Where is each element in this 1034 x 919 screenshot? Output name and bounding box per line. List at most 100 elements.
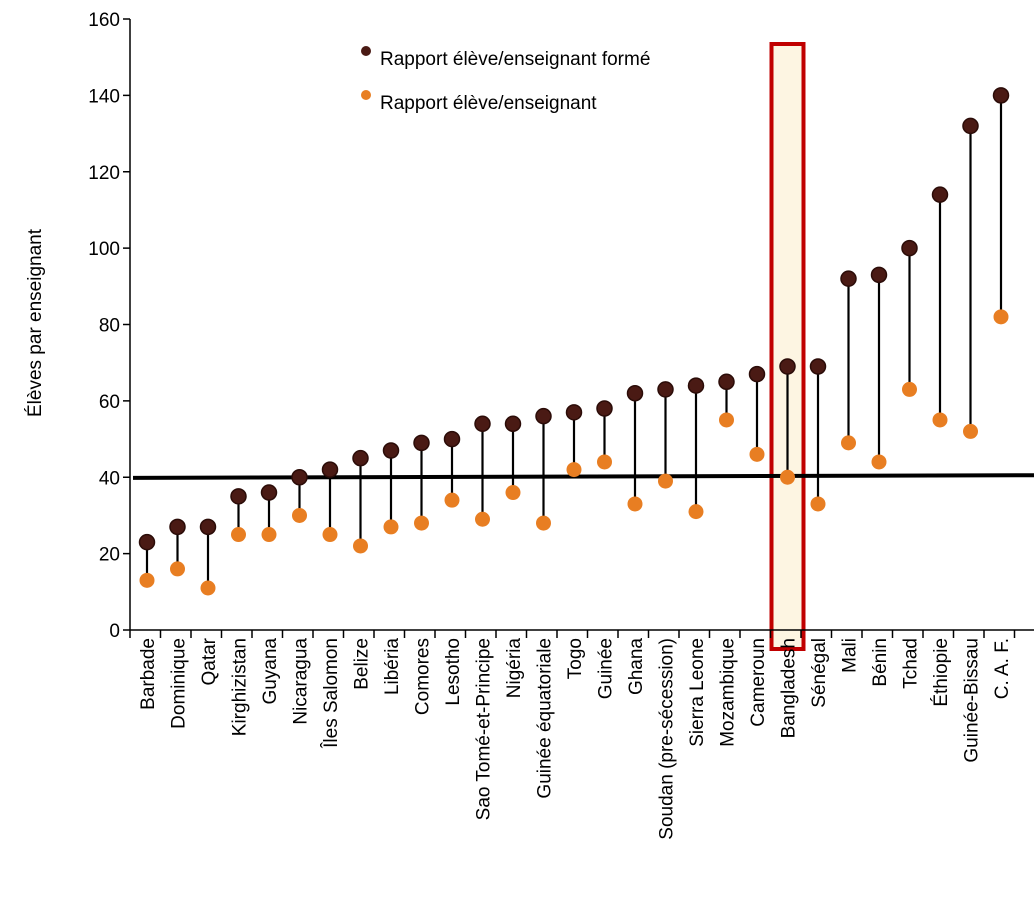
category-label: Guinée équatoriale	[535, 638, 556, 799]
category-label: Lesotho	[443, 638, 464, 706]
stems-layer	[145, 95, 1003, 588]
category-label: Soudan (pre-sécession)	[657, 638, 678, 840]
point-trained-ratio	[596, 400, 613, 417]
reference-line	[132, 473, 1034, 480]
y-tick-label: 100	[88, 239, 120, 260]
point-trained-ratio	[138, 533, 156, 551]
point-trained-ratio	[321, 461, 339, 478]
point-ratio	[658, 473, 673, 489]
point-trained-ratio	[687, 377, 705, 394]
point-ratio	[444, 492, 460, 508]
y-tick-label: 60	[99, 392, 120, 413]
y-tick-label: 120	[88, 163, 120, 184]
point-trained-ratio	[626, 384, 644, 402]
category-label: Togo	[565, 638, 586, 679]
point-trained-ratio	[718, 373, 735, 391]
point-ratio	[261, 527, 277, 543]
y-tick-label: 0	[109, 621, 120, 642]
point-ratio	[719, 412, 734, 428]
category-label: Éthiopie	[931, 638, 952, 707]
point-ratio	[902, 381, 917, 397]
point-trained-ratio	[169, 518, 186, 536]
category-label: Sénégal	[809, 638, 830, 708]
point-trained-ratio	[657, 381, 674, 398]
category-label: Bénin	[870, 638, 891, 687]
point-trained-ratio	[535, 407, 552, 425]
y-tick-label: 140	[88, 86, 120, 107]
point-ratio	[841, 435, 856, 451]
category-label: Barbade	[138, 638, 159, 710]
point-trained-ratio	[474, 415, 491, 433]
category-label: Ghana	[626, 638, 647, 695]
category-label: Sierra Leone	[687, 638, 708, 747]
point-ratio	[505, 485, 521, 501]
point-ratio	[627, 496, 643, 512]
legend: Rapport élève/enseignant formé Rapport é…	[361, 46, 650, 114]
point-trained-ratio	[260, 484, 278, 501]
point-trained-ratio	[809, 358, 827, 375]
point-trained-ratio	[748, 365, 766, 383]
category-label: Bangladesh	[779, 638, 800, 738]
axes-layer: 0 20 40 60 80 100 120 140 160	[88, 10, 1034, 642]
point-ratio	[536, 515, 551, 531]
category-label: Mozambique	[718, 638, 739, 747]
point-ratio	[993, 309, 1009, 325]
point-trained-ratio	[413, 434, 430, 452]
point-ratio	[871, 454, 887, 470]
point-ratio	[688, 504, 704, 520]
labels-layer: Barbade Dominique Qatar Kirghizistan Guyana N…	[138, 637, 1013, 839]
category-label: Cameroun	[748, 638, 769, 727]
y-tick-label: 40	[99, 468, 120, 489]
point-ratio	[810, 496, 826, 512]
point-ratio	[383, 519, 399, 535]
point-ratio	[353, 538, 368, 554]
point-trained-ratio	[565, 404, 583, 421]
category-label: Guinée-Bissau	[962, 638, 983, 763]
point-trained-ratio	[779, 358, 796, 375]
point-trained-ratio	[870, 266, 888, 284]
category-label: Comores	[413, 638, 434, 715]
legend-label-ratio: Rapport élève/enseignant	[380, 93, 597, 114]
point-ratio	[292, 507, 307, 523]
category-label: Sao Tomé-et-Principe	[474, 638, 495, 820]
point-ratio	[780, 469, 795, 485]
point-trained-ratio	[382, 442, 400, 459]
category-label: C. A. F.	[992, 638, 1013, 699]
category-label: Guinée	[596, 638, 617, 699]
point-trained-ratio	[992, 87, 1010, 104]
point-trained-ratio	[352, 449, 369, 467]
point-ratio	[475, 511, 490, 527]
category-label: Kirghizistan	[230, 638, 251, 736]
point-trained-ratio	[443, 430, 461, 448]
point-ratio	[139, 572, 155, 588]
point-trained-ratio	[199, 518, 217, 536]
category-label: Belize	[352, 638, 373, 690]
category-label: Libéria	[382, 638, 403, 695]
reference-line-layer	[132, 473, 1034, 480]
y-tick-label: 80	[99, 316, 120, 337]
category-label: Guyana	[260, 638, 281, 705]
legend-marker-ratio	[361, 90, 371, 100]
category-label: Tchad	[901, 638, 922, 689]
category-label: Nicaragua	[291, 638, 312, 725]
point-ratio	[170, 561, 185, 577]
category-label: Qatar	[199, 637, 220, 685]
point-ratio	[200, 580, 216, 596]
point-trained-ratio	[230, 488, 247, 505]
y-tick-label: 160	[88, 10, 120, 31]
category-label: Mali	[840, 638, 861, 673]
category-label: Nigéria	[504, 638, 525, 699]
point-trained-ratio	[962, 117, 979, 135]
legend-marker-trained-ratio	[361, 46, 371, 56]
point-trained-ratio	[931, 186, 949, 203]
legend-label-trained-ratio: Rapport élève/enseignant formé	[380, 49, 650, 70]
category-label: Îles Salomon	[320, 638, 342, 749]
highlight-box	[769, 42, 806, 651]
point-ratio	[932, 412, 948, 428]
point-trained-ratio	[291, 469, 308, 486]
y-tick-label: 20	[99, 545, 120, 566]
point-trained-ratio	[901, 239, 918, 257]
point-ratio	[566, 462, 582, 478]
highlight-layer	[769, 42, 806, 651]
